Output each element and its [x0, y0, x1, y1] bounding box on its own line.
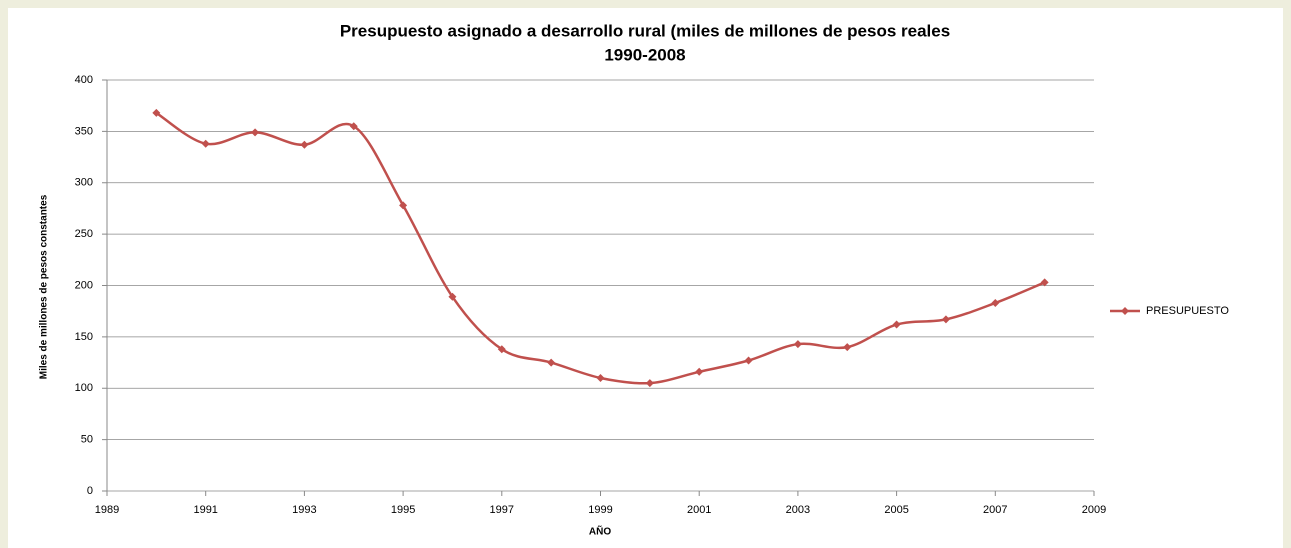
point-marker [349, 122, 358, 131]
x-tick-label: 1997 [490, 504, 514, 516]
point-marker [152, 108, 161, 117]
x-tick-label: 2003 [786, 504, 810, 516]
point-marker [399, 201, 408, 210]
point-marker [892, 320, 901, 329]
x-tick-label: 2007 [983, 504, 1007, 516]
point-marker [744, 356, 753, 365]
point-marker [991, 298, 1000, 307]
point-marker [251, 128, 260, 137]
point-marker [941, 315, 950, 324]
point-marker [497, 345, 506, 354]
point-marker [793, 340, 802, 349]
point-marker [1040, 278, 1049, 287]
y-tick-label: 400 [75, 74, 93, 86]
point-marker [596, 373, 605, 382]
y-tick-label: 150 [75, 331, 93, 343]
y-tick-label: 100 [75, 382, 93, 394]
x-axis-title: AÑO [589, 525, 611, 538]
x-tick-label: 1989 [95, 504, 119, 516]
y-tick-label: 250 [75, 228, 93, 240]
legend-marker [1121, 307, 1129, 315]
point-marker [645, 379, 654, 388]
chart-title: 1990-2008 [604, 45, 685, 64]
legend-label: PRESUPUESTO [1146, 305, 1229, 317]
chart-area [8, 8, 1283, 548]
point-marker [547, 358, 556, 367]
x-tick-label: 2009 [1082, 504, 1106, 516]
point-marker [448, 292, 457, 301]
y-tick-label: 350 [75, 125, 93, 137]
x-tick-label: 1991 [193, 504, 217, 516]
x-tick-label: 1995 [391, 504, 415, 516]
x-tick-label: 1999 [588, 504, 612, 516]
point-marker [300, 140, 309, 149]
point-marker [201, 139, 210, 148]
chart-title: Presupuesto asignado a desarrollo rural … [340, 21, 950, 40]
y-tick-label: 50 [81, 434, 93, 446]
point-marker [695, 367, 704, 376]
point-marker [843, 343, 852, 352]
x-tick-label: 1993 [292, 504, 316, 516]
x-tick-label: 2001 [687, 504, 711, 516]
y-tick-label: 300 [75, 177, 93, 189]
y-axis-title: Miles de millones de pesos constantes [39, 194, 50, 379]
y-tick-label: 200 [75, 279, 93, 291]
x-tick-label: 2005 [884, 504, 908, 516]
y-tick-label: 0 [87, 485, 93, 497]
